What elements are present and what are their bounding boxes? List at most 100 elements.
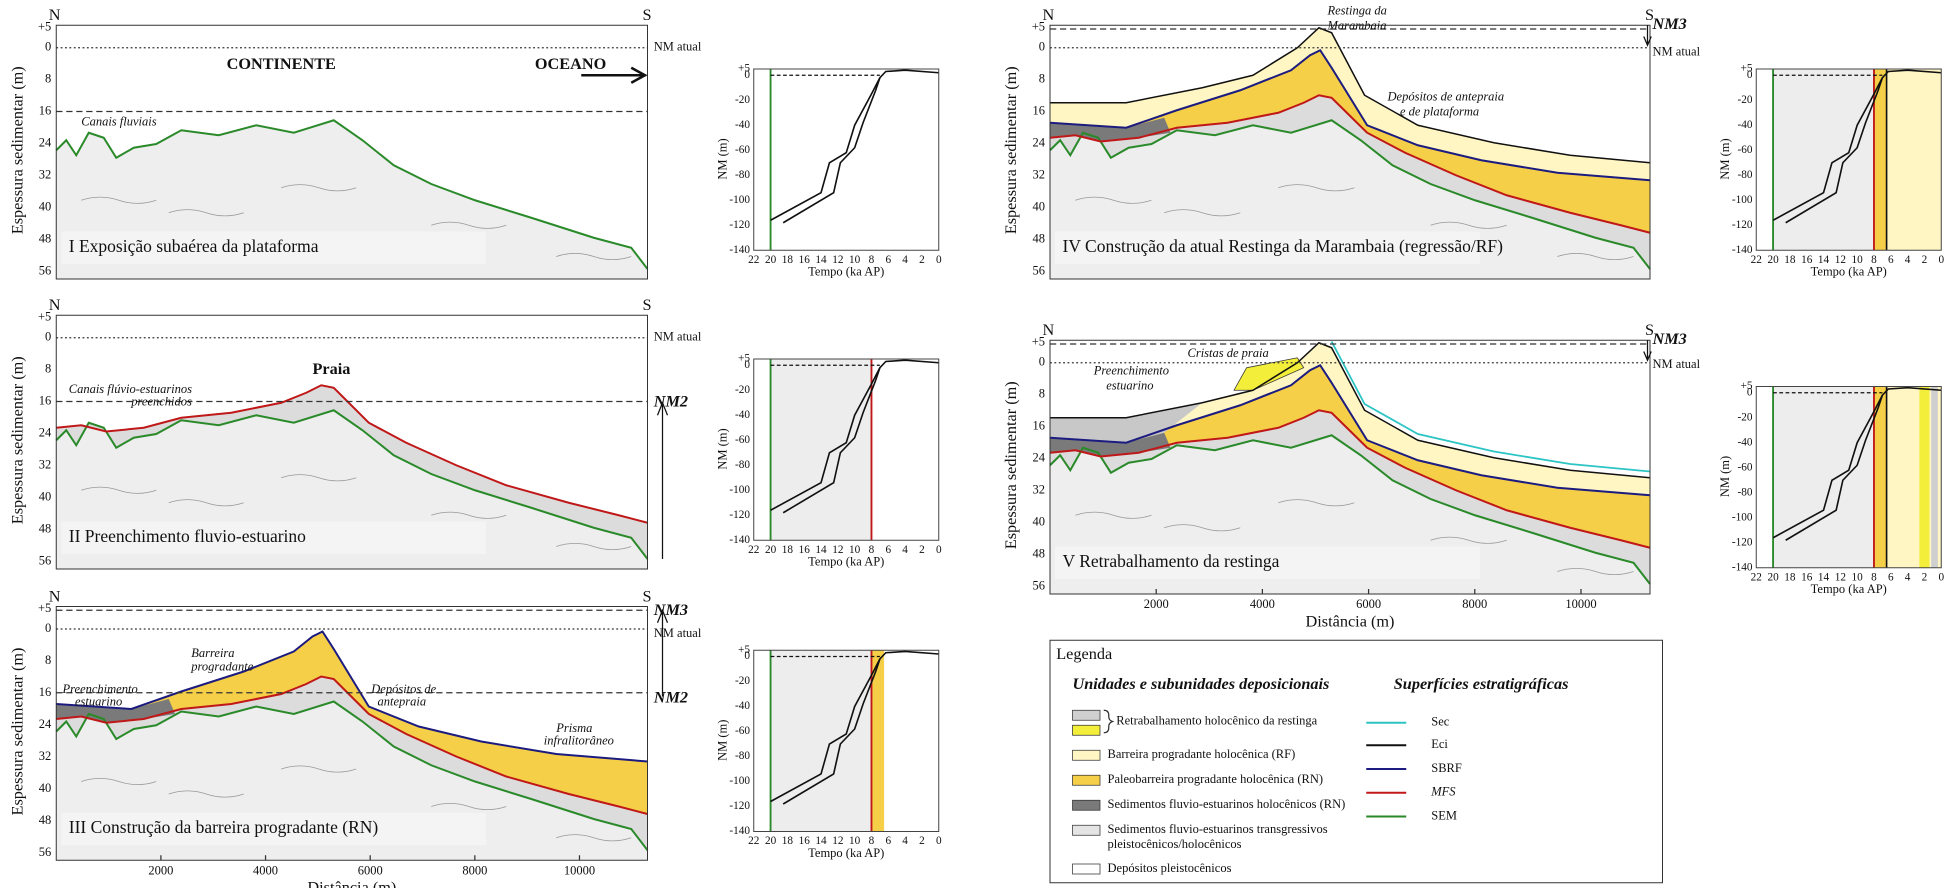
- y-axis-label: NM (m): [716, 720, 730, 761]
- y-tick-label: 32: [39, 458, 52, 472]
- x-tick-label: 16: [799, 544, 811, 556]
- profile-annotation: progradante: [190, 660, 253, 674]
- y-tick-label: 48: [39, 522, 52, 536]
- x-tick-label: 20: [765, 835, 777, 847]
- x-axis-label: Tempo (ka AP): [808, 846, 884, 860]
- north-label: N: [1043, 321, 1055, 339]
- x-tick-label: 8: [1871, 571, 1877, 583]
- x-tick-label: 0: [936, 835, 942, 847]
- x-axis-label: Tempo (ka AP): [1811, 582, 1887, 596]
- y-tick-label: 16: [39, 394, 52, 408]
- north-label: N: [49, 587, 61, 605]
- y-tick-label: 16: [1033, 419, 1046, 433]
- profile-panel: N S Espessura sedimentar (m) +5 0 8 16 24 32 40 48…: [1002, 3, 1701, 280]
- bedding-line: [1075, 511, 1152, 519]
- legend-header: Unidades e subunidades deposicionais: [1073, 675, 1330, 693]
- y-tick-label: -140: [729, 244, 750, 256]
- x-tick-label: 4: [1905, 254, 1911, 266]
- legend-unit: Sedimentos fluvio-estuarinos holocênicos…: [1108, 797, 1346, 811]
- y-tick-label: -20: [735, 675, 750, 687]
- x-tick-label: 14: [815, 544, 827, 556]
- y-tick-label: -20: [1738, 94, 1753, 106]
- profile-annotation: Canais fluviais: [81, 115, 156, 129]
- y-tick-label: 24: [1033, 451, 1046, 465]
- y-tick-label: 0: [45, 330, 51, 344]
- profile-annotation: NM atual: [654, 40, 702, 54]
- legend-unit: Retrabalhamento holocênico da restinga: [1116, 713, 1317, 727]
- bedding-line: [556, 834, 632, 842]
- south-label: S: [643, 296, 652, 314]
- sem-surface: [55, 409, 649, 560]
- profile-annotation: Marambaia: [1327, 18, 1387, 32]
- legend-unit: pleistocênicos/holocênicos: [1108, 837, 1242, 851]
- bedding-line: [168, 790, 244, 798]
- south-label: S: [1645, 321, 1654, 339]
- paleobarrier-fill: [56, 631, 648, 814]
- profile-annotation: NM3: [653, 601, 688, 619]
- x-tick-label: 22: [1751, 571, 1762, 583]
- south-label: S: [1645, 6, 1654, 24]
- y-tick-label: 56: [1033, 264, 1046, 278]
- sea-level-curve-envelope: [1785, 394, 1884, 541]
- y-tick-label: 0: [744, 359, 750, 371]
- y-axis-label: NM (m): [716, 138, 730, 179]
- north-label: N: [49, 6, 61, 24]
- x-tick-label: 14: [815, 254, 827, 266]
- sec-surface: [1330, 341, 1651, 473]
- transgressive-fill: [56, 385, 648, 559]
- y-tick-label: 32: [39, 168, 52, 182]
- x-tick-label: 16: [799, 835, 811, 847]
- y-tick-label: 0: [1747, 69, 1753, 81]
- time-band: [1873, 386, 1887, 568]
- bedding-line: [81, 196, 157, 204]
- y-tick-label: 8: [45, 72, 51, 86]
- profile-annotation: NM atual: [654, 626, 702, 640]
- time-band: [770, 650, 872, 832]
- y-tick-label: -120: [729, 219, 750, 231]
- bedding-line: [81, 778, 157, 785]
- y-tick-label: -140: [1732, 244, 1753, 256]
- panel-title: III Construção da barreira progradante (…: [69, 817, 379, 837]
- chart-frame: [753, 649, 940, 832]
- bedding-line: [281, 184, 357, 192]
- y-tick-label: 56: [39, 554, 52, 568]
- y-tick-label: -40: [735, 700, 750, 712]
- profile-panel: N S Espessura sedimentar (m) +5 0 8 16 24 32 40 48…: [8, 6, 702, 280]
- x-tick-label: 4: [902, 835, 908, 847]
- y-tick-label: 24: [39, 426, 52, 440]
- x-tick-label: 8000: [1462, 597, 1487, 611]
- profile-annotation: NM2: [653, 392, 688, 410]
- mfs-surface: [56, 384, 648, 524]
- bedding-line: [431, 511, 507, 519]
- profile-annotation: NM3: [1652, 15, 1687, 33]
- legend: Legenda Unidades e subunidades deposicion…: [1049, 639, 1663, 884]
- y-tick-label: 8: [45, 653, 51, 667]
- time-band: [1873, 69, 1887, 251]
- x-tick-label: 12: [832, 254, 843, 266]
- y-tick-label: 32: [39, 749, 52, 763]
- y-tick-label: 0: [45, 40, 51, 54]
- y-tick-label: 48: [39, 813, 52, 827]
- mfs-surface: [1049, 94, 1651, 234]
- sea-level-curve-envelope: [782, 77, 881, 224]
- profile-annotation: e de plataforma: [1400, 105, 1479, 119]
- x-tick-label: 16: [1801, 571, 1813, 583]
- panel-frame: [55, 314, 648, 570]
- bedding-line: [1075, 196, 1152, 204]
- x-tick-label: 14: [1818, 571, 1830, 583]
- legend-swatch: [1072, 799, 1101, 811]
- x-tick-label: 2000: [1144, 597, 1169, 611]
- y-tick-label: 16: [1033, 104, 1046, 118]
- legend-swatch: [1072, 863, 1101, 875]
- profile-annotation: NM atual: [1653, 45, 1701, 59]
- y-tick-label: -60: [1738, 461, 1753, 473]
- x-tick-label: 8000: [462, 863, 487, 877]
- bedding-line: [1557, 253, 1634, 260]
- sem-surface: [1049, 434, 1651, 585]
- y-tick-label: +5: [738, 63, 750, 75]
- profile-panel: N S Espessura sedimentar (m) +5 0 8 16 24 32 40 48…: [1002, 321, 1700, 630]
- y-axis-label: Espessura sedimentar (m): [1002, 66, 1020, 234]
- bedding-line: [556, 543, 632, 550]
